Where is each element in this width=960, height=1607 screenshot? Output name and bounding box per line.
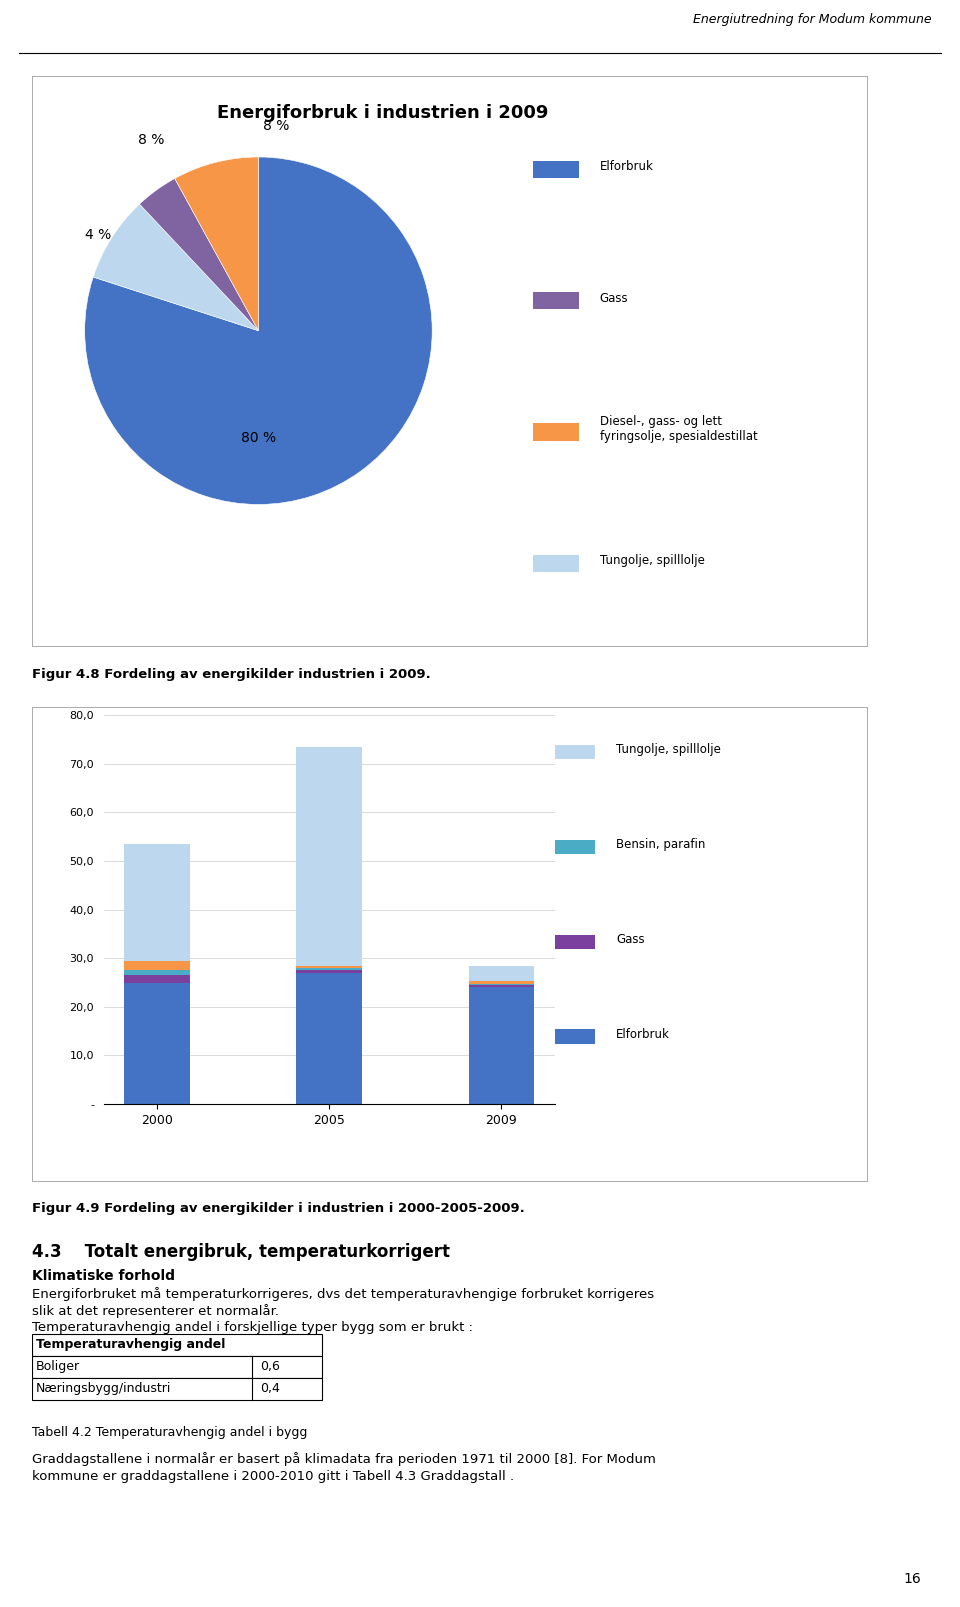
Bar xyxy=(533,423,579,440)
Text: Energiforbruk i industrien i 2009: Energiforbruk i industrien i 2009 xyxy=(217,104,548,122)
Text: 8 %: 8 % xyxy=(137,133,164,146)
Bar xyxy=(549,935,595,948)
Bar xyxy=(124,961,190,971)
Bar xyxy=(549,746,595,759)
Text: Temperaturavhengig andel i forskjellige typer bygg som er brukt :: Temperaturavhengig andel i forskjellige … xyxy=(32,1321,472,1334)
Text: Temperaturavhengig andel: Temperaturavhengig andel xyxy=(36,1339,225,1351)
Text: Tungolje, spilllolje: Tungolje, spilllolje xyxy=(616,744,721,757)
Bar xyxy=(124,975,190,982)
Bar xyxy=(549,1030,595,1043)
Text: Energiforbruket må temperaturkorrigeres, dvs det temperaturavhengige forbruket k: Energiforbruket må temperaturkorrigeres,… xyxy=(32,1287,654,1300)
Wedge shape xyxy=(175,157,258,331)
Text: Klimatiske forhold: Klimatiske forhold xyxy=(32,1268,175,1282)
Text: Elforbruk: Elforbruk xyxy=(616,1028,670,1041)
Bar xyxy=(468,985,534,987)
Bar xyxy=(297,966,362,967)
Bar xyxy=(549,840,595,853)
Text: Figur 4.8 Fordeling av energikilder industrien i 2009.: Figur 4.8 Fordeling av energikilder indu… xyxy=(32,669,430,681)
Bar xyxy=(468,987,534,1104)
Text: Totalt forbruk i industrisektoren: Totalt forbruk i industrisektoren xyxy=(198,726,500,744)
Wedge shape xyxy=(93,204,258,331)
Text: Tabell 4.2 Temperaturavhengig andel i bygg: Tabell 4.2 Temperaturavhengig andel i by… xyxy=(32,1425,307,1438)
Text: 4.3    Totalt energibruk, temperaturkorrigert: 4.3 Totalt energibruk, temperaturkorrige… xyxy=(32,1242,449,1260)
Bar xyxy=(533,554,579,572)
Text: Boliger: Boliger xyxy=(36,1360,80,1372)
Bar xyxy=(124,982,190,1104)
Text: 0,6: 0,6 xyxy=(259,1360,279,1372)
Text: Bensin, parafin: Bensin, parafin xyxy=(616,839,706,852)
Text: slik at det representerer et normalår.: slik at det representerer et normalår. xyxy=(32,1303,278,1318)
Bar xyxy=(124,971,190,975)
Text: Figur 4.9 Fordeling av energikilder i industrien i 2000-2005-2009.: Figur 4.9 Fordeling av energikilder i in… xyxy=(32,1202,524,1215)
Text: Elforbruk: Elforbruk xyxy=(600,161,654,174)
Text: 80 %: 80 % xyxy=(241,431,276,445)
Text: Gass: Gass xyxy=(616,934,645,947)
Text: Næringsbygg/industri: Næringsbygg/industri xyxy=(36,1382,171,1395)
Text: Graddagstallene i normalår er basert på klimadata fra perioden 1971 til 2000 [8]: Graddagstallene i normalår er basert på … xyxy=(32,1451,656,1466)
Bar xyxy=(32,1334,322,1356)
Bar xyxy=(32,1377,322,1400)
Bar xyxy=(297,967,362,971)
Text: Diesel-, gass- og lett
fyringsolje, spesialdestillat: Diesel-, gass- og lett fyringsolje, spes… xyxy=(600,415,757,444)
Text: 4 %: 4 % xyxy=(85,228,111,243)
Wedge shape xyxy=(139,178,258,331)
Bar xyxy=(297,971,362,972)
Text: 8 %: 8 % xyxy=(263,119,289,133)
Bar xyxy=(32,1356,322,1377)
Bar xyxy=(533,292,579,310)
Text: 0,4: 0,4 xyxy=(259,1382,279,1395)
Bar xyxy=(533,161,579,178)
Bar xyxy=(468,966,534,980)
Bar xyxy=(468,980,534,983)
Text: Tungolje, spilllolje: Tungolje, spilllolje xyxy=(600,554,705,567)
Bar xyxy=(124,844,190,961)
Bar xyxy=(297,747,362,966)
Text: 16: 16 xyxy=(904,1572,922,1586)
Bar xyxy=(297,972,362,1104)
Text: kommune er graddagstallene i 2000-2010 gitt i Tabell 4.3 Graddagstall .: kommune er graddagstallene i 2000-2010 g… xyxy=(32,1470,514,1483)
Text: Gass: Gass xyxy=(600,291,628,304)
Text: Energiutredning for Modum kommune: Energiutredning for Modum kommune xyxy=(692,13,931,26)
Wedge shape xyxy=(84,157,432,505)
